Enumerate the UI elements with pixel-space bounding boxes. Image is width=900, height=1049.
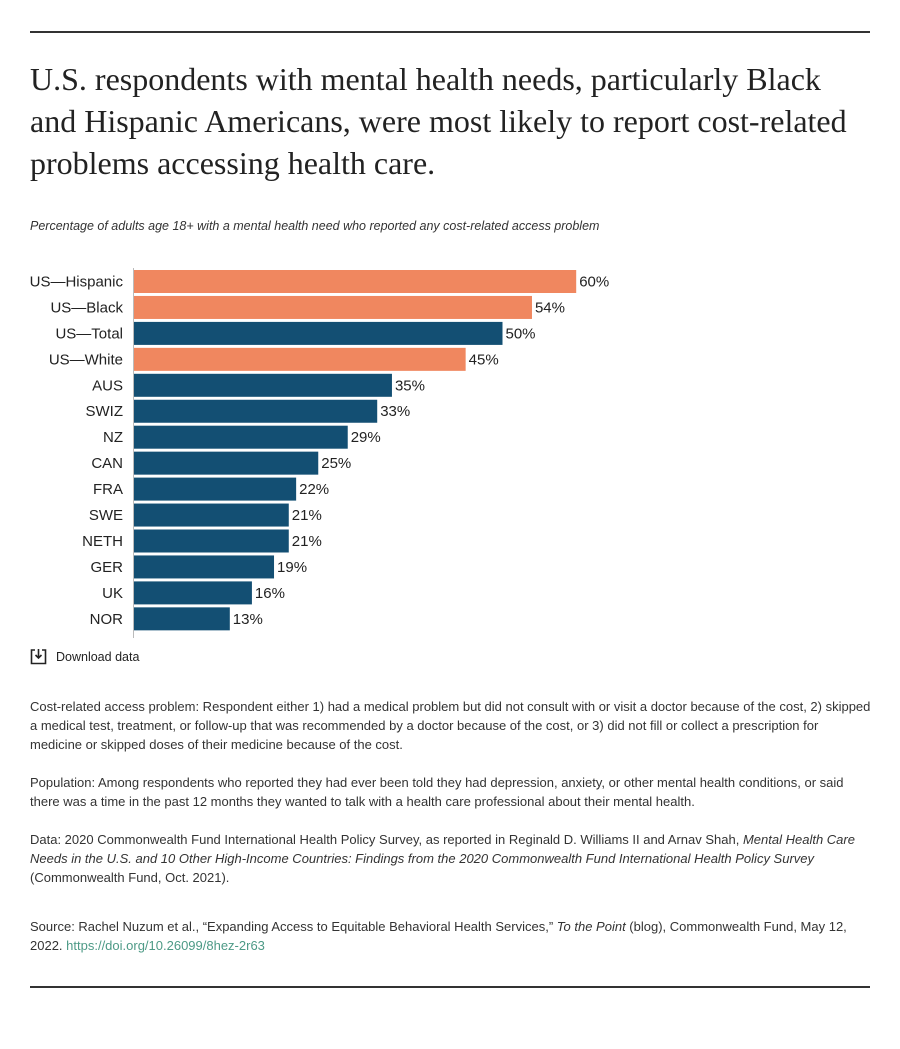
bar: [134, 425, 348, 449]
value-label: 13%: [233, 611, 263, 628]
value-label: 16%: [255, 585, 285, 602]
value-label: 45%: [469, 351, 499, 368]
category-label: NOR: [90, 611, 124, 628]
value-label: 19%: [277, 559, 307, 576]
italic-title: To the Point: [556, 919, 626, 934]
category-label: US—Total: [55, 325, 123, 342]
value-label: 33%: [380, 403, 410, 420]
bar: [134, 373, 392, 397]
bar: [134, 270, 577, 293]
download-label: Download data: [56, 649, 140, 664]
bar: [134, 321, 503, 345]
bar: [134, 347, 466, 371]
category-label: US—Black: [50, 299, 123, 316]
category-label: AUS: [92, 377, 123, 394]
category-label: GER: [90, 559, 123, 576]
chart-subtitle: Percentage of adults age 18+ with a ment…: [30, 219, 600, 233]
bar: [134, 555, 275, 579]
value-label: 29%: [351, 429, 381, 446]
bar: [134, 529, 289, 553]
value-label: 60%: [579, 273, 609, 290]
link[interactable]: https://doi.org/10.26099/8hez-2r63: [66, 938, 265, 953]
bar: [134, 451, 319, 475]
chart-title: U.S. respondents with mental health need…: [30, 61, 847, 181]
category-label: US—Hispanic: [30, 273, 124, 290]
bar: [134, 295, 532, 319]
category-label: FRA: [93, 481, 123, 498]
bar: [134, 399, 378, 423]
text: (blog), Commonwealth Fund, May 12, 2022.: [30, 919, 847, 953]
value-label: 21%: [292, 507, 322, 524]
value-label: 25%: [321, 455, 351, 472]
category-label: CAN: [91, 455, 123, 472]
bottom-rule: [30, 986, 870, 988]
definition-note: Cost-related access problem: Respondent …: [30, 699, 871, 752]
chart: US—Hispanic 60% US—Black 54% US—Total 50% US—W…: [30, 268, 609, 638]
top-rule: [30, 31, 870, 33]
population-note: Population: Among respondents who report…: [30, 775, 844, 809]
text: Data: 2020 Commonwealth Fund Internation…: [30, 832, 743, 847]
value-label: 21%: [292, 533, 322, 550]
bar: [134, 607, 230, 631]
value-label: 54%: [535, 299, 565, 316]
bar: [134, 477, 297, 501]
value-label: 50%: [506, 325, 536, 342]
text: (Commonwealth Fund, Oct. 2021).: [30, 870, 230, 885]
bar: [134, 581, 252, 605]
category-label: UK: [102, 585, 123, 602]
text: Source: Rachel Nuzum et al., “Expanding …: [30, 919, 557, 934]
value-label: 35%: [395, 377, 425, 394]
data-note: Data: 2020 Commonwealth Fund Internation…: [30, 830, 872, 887]
source-note: Source: Rachel Nuzum et al., “Expanding …: [30, 917, 872, 955]
category-label: NZ: [103, 429, 123, 446]
italic-title: Mental Health Care Needs in the U.S. and…: [30, 832, 855, 866]
category-label: SWIZ: [86, 403, 124, 420]
value-label: 22%: [299, 481, 329, 498]
bar: [134, 503, 289, 527]
download-icon: [30, 649, 47, 665]
download-button[interactable]: Download data: [30, 648, 139, 665]
category-label: SWE: [89, 507, 123, 524]
category-label: NETH: [82, 533, 123, 550]
category-label: US—White: [49, 351, 123, 368]
